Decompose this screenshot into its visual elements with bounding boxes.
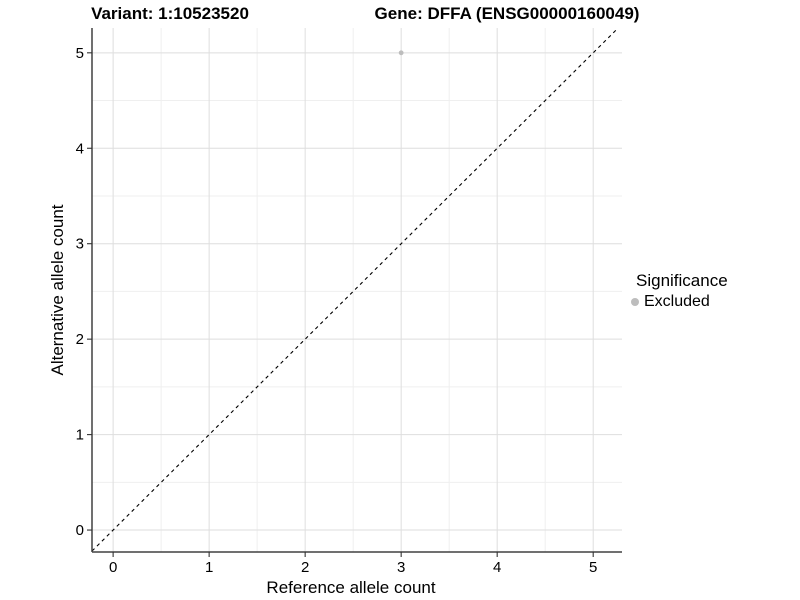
legend-point-icon <box>631 297 639 306</box>
x-axis-title: Reference allele count <box>266 578 436 597</box>
y-tick-label: 3 <box>76 236 84 253</box>
x-tick-label: 2 <box>301 559 309 576</box>
x-tick-label: 4 <box>493 559 501 576</box>
data-point <box>398 50 404 56</box>
legend-title: Significance <box>636 271 728 290</box>
x-tick-label: 5 <box>589 559 597 576</box>
x-tick-label: 0 <box>109 559 117 576</box>
y-tick-label: 4 <box>76 140 84 157</box>
y-tick-label: 0 <box>76 522 84 539</box>
x-tick-label: 3 <box>397 559 405 576</box>
y-tick-label: 1 <box>76 427 84 444</box>
y-tick-label: 5 <box>76 45 84 62</box>
legend-item-label: Excluded <box>644 293 710 310</box>
x-tick-label: 1 <box>205 559 213 576</box>
legend-item: Excluded <box>631 291 728 312</box>
plot-title-variant: Variant: 1:10523520 <box>91 4 249 23</box>
y-tick-label: 2 <box>76 331 84 348</box>
legend: Significance Excluded <box>631 270 728 312</box>
legend-items: Excluded <box>631 291 728 312</box>
identity-line <box>91 27 619 552</box>
y-axis-title: Alternative allele count <box>48 204 67 376</box>
plot-title-gene: Gene: DFFA (ENSG00000160049) <box>374 4 640 23</box>
